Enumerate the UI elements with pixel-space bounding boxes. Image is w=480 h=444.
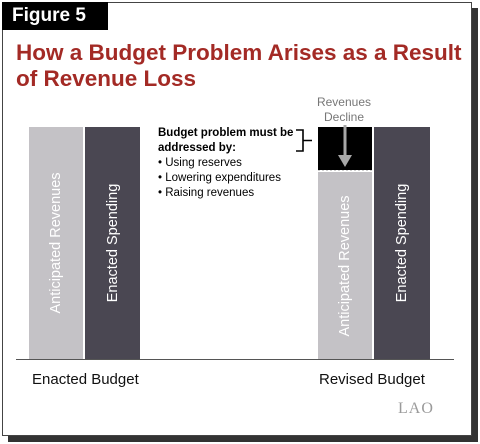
frame-shadow-right bbox=[472, 8, 478, 442]
revised-revenues-bar: Anticipated Revenues bbox=[318, 172, 372, 359]
revised-budget-label: Revised Budget bbox=[319, 371, 425, 388]
enacted-spending-bar: Enacted Spending bbox=[85, 127, 140, 359]
enacted-revenues-bar: Anticipated Revenues bbox=[29, 127, 83, 359]
frame-shadow-bottom bbox=[8, 436, 478, 442]
note-title: Budget problem must be addressed by: bbox=[158, 127, 294, 154]
note-bracket bbox=[296, 129, 312, 152]
note-item: Using reserves bbox=[158, 156, 308, 171]
note-list: Using reserves Lowering expenditures Rai… bbox=[158, 156, 308, 201]
decline-arrow-head bbox=[338, 155, 352, 167]
baseline bbox=[16, 359, 454, 360]
enacted-budget-label: Enacted Budget bbox=[32, 371, 139, 388]
note-item: Raising revenues bbox=[158, 186, 308, 201]
budget-problem-note: Budget problem must be addressed by: Usi… bbox=[158, 126, 308, 201]
figure-label: Figure 5 bbox=[2, 2, 108, 30]
figure-title: How a Budget Problem Arises as a Result … bbox=[16, 40, 462, 91]
revised-spending-bar: Enacted Spending bbox=[374, 127, 430, 359]
note-item: Lowering expenditures bbox=[158, 171, 308, 186]
lao-logo: LAO bbox=[398, 400, 434, 417]
revenues-decline-label: Revenues Decline bbox=[316, 95, 372, 124]
